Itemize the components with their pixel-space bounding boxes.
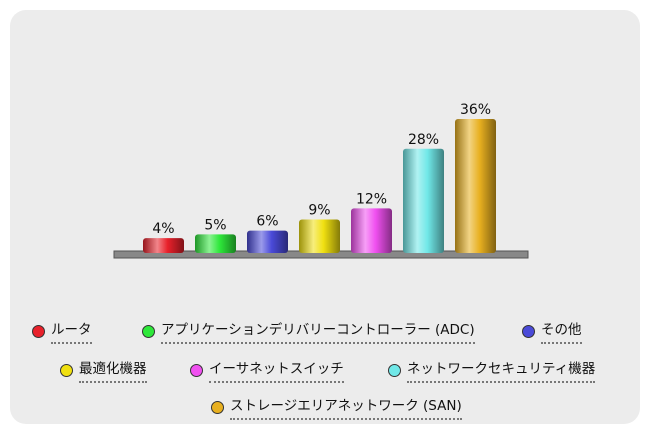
legend-label-0: ルータ: [51, 318, 92, 344]
legend-item-4: イーサネットスイッチ: [190, 357, 344, 383]
data-label-3: 9%: [308, 203, 330, 219]
legend-swatch-4: [190, 363, 203, 377]
legend-swatch-1: [142, 324, 155, 338]
legend-label-6: ストレージエリアネットワーク (SAN): [230, 394, 462, 420]
data-label-2: 6%: [256, 214, 278, 230]
legend-item-5: ネットワークセキュリティ機器: [388, 357, 596, 383]
data-label-5: 28%: [408, 132, 439, 148]
bar-4: [351, 208, 392, 253]
data-label-0: 4%: [152, 221, 174, 237]
data-label-4: 12%: [356, 191, 387, 207]
legend-label-3: 最適化機器: [79, 357, 147, 383]
legend-item-0: ルータ: [32, 318, 92, 344]
legend-item-2: その他: [522, 318, 582, 344]
legend-label-5: ネットワークセキュリティ機器: [407, 357, 596, 383]
data-label-1: 5%: [204, 217, 226, 233]
legend-item-6: ストレージエリアネットワーク (SAN): [211, 394, 462, 420]
legend-item-1: アプリケーションデリバリーコントローラー (ADC): [142, 318, 475, 344]
legend-label-1: アプリケーションデリバリーコントローラー (ADC): [161, 318, 475, 344]
legend-label-4: イーサネットスイッチ: [209, 357, 344, 383]
bar-0: [143, 238, 184, 253]
bar-3: [299, 219, 340, 253]
bar-2: [247, 230, 288, 253]
legend-swatch-0: [32, 324, 45, 338]
bar-1: [195, 234, 236, 253]
data-label-6: 36%: [460, 102, 491, 118]
legend-swatch-5: [388, 363, 401, 377]
legend-swatch-3: [60, 363, 73, 377]
legend-label-2: その他: [541, 318, 582, 344]
legend-swatch-6: [211, 400, 224, 414]
legend-swatch-2: [522, 324, 535, 338]
bar-6: [455, 119, 496, 253]
bar-5: [403, 148, 444, 253]
legend-item-3: 最適化機器: [60, 357, 147, 383]
chart-card: [10, 10, 640, 424]
